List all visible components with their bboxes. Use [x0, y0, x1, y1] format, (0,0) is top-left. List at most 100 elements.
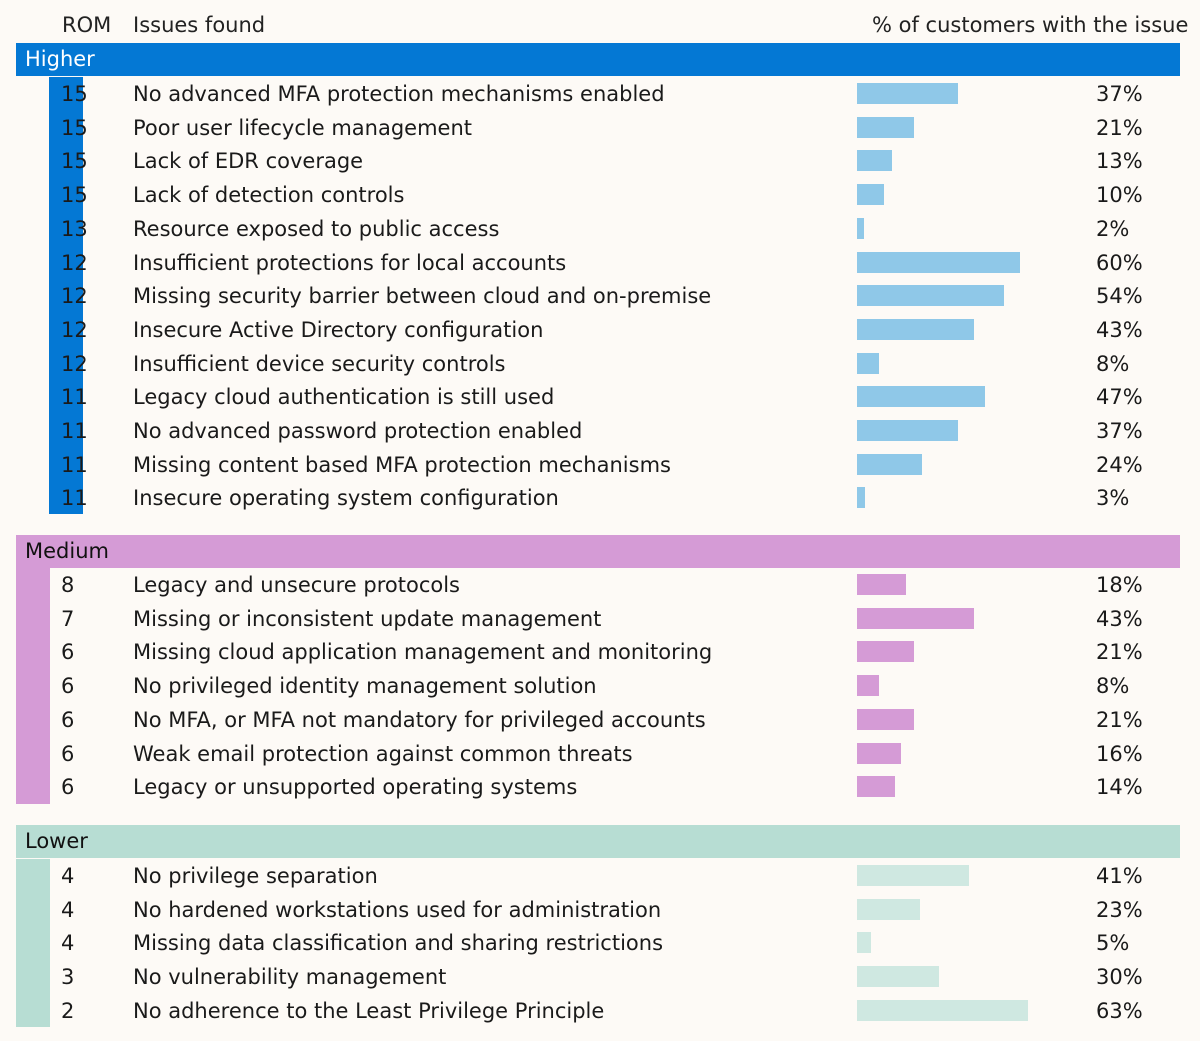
rom-value: 6: [61, 775, 75, 800]
percent-label: 43%: [1096, 317, 1143, 342]
issue-label: No advanced MFA protection mechanisms en…: [133, 82, 665, 106]
table-row: 15 Lack of EDR coverage 13%: [0, 144, 1200, 178]
lower-rail: [16, 859, 50, 1027]
percent-label: 60%: [1096, 250, 1143, 275]
percent-label: 14%: [1096, 775, 1143, 800]
table-row: 15 Poor user lifecycle management 21%: [0, 111, 1200, 145]
percent-bar: [857, 607, 974, 629]
table-row: 11 Insecure operating system configuratio…: [0, 481, 1200, 515]
issue-label: Insufficient protections for local accou…: [133, 250, 567, 275]
percent-label: 37%: [1096, 419, 1143, 443]
issue-label: Missing or inconsistent update managemen…: [133, 606, 602, 631]
percent-bar: [857, 217, 864, 239]
table-row: 12 Insufficient device security controls 8…: [0, 347, 1200, 381]
issue-label: Lack of detection controls: [133, 183, 405, 208]
percent-label: 41%: [1096, 864, 1143, 888]
rom-value: 8: [61, 573, 75, 597]
rom-value: 15: [61, 149, 88, 174]
table-row: 7 Missing or inconsistent update manageme…: [0, 602, 1200, 636]
percent-label: 21%: [1096, 115, 1143, 140]
issue-label: No vulnerability management: [133, 965, 447, 990]
rom-value: 12: [61, 351, 88, 376]
issue-label: Legacy and unsecure protocols: [133, 573, 460, 597]
issues-column-header: Issues found: [133, 13, 266, 37]
percent-bar: [857, 386, 985, 408]
percent-label: 3%: [1096, 486, 1130, 511]
rom-value: 12: [61, 250, 88, 275]
percent-bar: [857, 150, 893, 172]
rom-value: 11: [61, 419, 88, 443]
percent-bar: [857, 966, 939, 988]
table-row: 4 Missing data classification and sharing…: [0, 926, 1200, 960]
percent-label: 21%: [1096, 707, 1143, 732]
percent-bar: [857, 865, 969, 886]
percent-bar: [857, 318, 974, 340]
percent-bar: [857, 352, 879, 374]
percent-label: 63%: [1096, 998, 1143, 1023]
table-row: 6 Weak email protection against common th…: [0, 737, 1200, 771]
percent-label: 30%: [1096, 965, 1143, 990]
higher-band: [16, 43, 1180, 76]
issue-label: Weak email protection against common thr…: [133, 741, 633, 766]
percent-label: 8%: [1096, 351, 1130, 376]
lower-band-label: Lower: [25, 829, 88, 853]
rom-column-header: ROM: [62, 13, 112, 37]
table-row: 6 Missing cloud application management an…: [0, 635, 1200, 669]
rom-value: 11: [61, 486, 88, 511]
percent-bar: [857, 898, 920, 920]
table-row: 12 Missing security barrier between cloud…: [0, 279, 1200, 313]
issue-label: Legacy or unsupported operating systems: [133, 775, 578, 800]
percent-bar: [857, 574, 906, 595]
percent-label: 16%: [1096, 741, 1143, 766]
rom-value: 7: [61, 606, 75, 631]
rom-value: 11: [61, 385, 88, 410]
percent-label: 13%: [1096, 149, 1143, 174]
percent-bar: [857, 453, 923, 475]
percent-bar: [857, 116, 915, 138]
medium-band: [16, 535, 1180, 568]
percent-bar: [857, 999, 1029, 1021]
issue-label: No hardened workstations used for admini…: [133, 897, 662, 922]
rom-value: 15: [61, 183, 88, 208]
issue-label: Missing security barrier between cloud a…: [133, 284, 712, 309]
issue-label: No advanced password protection enabled: [133, 419, 583, 443]
medium-rail: [16, 568, 50, 804]
table-row: 11 Legacy cloud authentication is still u…: [0, 380, 1200, 414]
higher-band-label: Higher: [25, 47, 95, 71]
percent-label: 2%: [1096, 216, 1130, 241]
issue-label: Resource exposed to public access: [133, 216, 500, 241]
percent-label: 47%: [1096, 385, 1143, 410]
percent-label: 8%: [1096, 674, 1130, 699]
rom-value: 6: [61, 640, 75, 665]
issue-label: Poor user lifecycle management: [133, 115, 473, 140]
issue-label: No privileged identity management soluti…: [133, 674, 597, 699]
table-row: 15 Lack of detection controls 10%: [0, 178, 1200, 212]
rom-value: 3: [61, 965, 75, 990]
issue-label: No privilege separation: [133, 864, 378, 888]
rom-value: 6: [61, 741, 75, 766]
table-row: 11 No advanced password protection enable…: [0, 414, 1200, 448]
table-row: 2 No adherence to the Least Privilege Pri…: [0, 994, 1200, 1028]
lower-band: [16, 825, 1180, 858]
rom-value: 12: [61, 284, 88, 309]
table-row: 8 Legacy and unsecure protocols 18%: [0, 568, 1200, 602]
rom-value: 4: [61, 897, 75, 922]
percent-bar: [857, 675, 879, 697]
table-row: 6 No MFA, or MFA not mandatory for privil…: [0, 703, 1200, 737]
table-row: 13 Resource exposed to public access 2%: [0, 212, 1200, 246]
rom-value: 2: [61, 998, 75, 1023]
percent-bar: [857, 708, 915, 730]
percent-bar: [857, 932, 871, 954]
issue-label: Missing cloud application management and…: [133, 640, 713, 665]
higher-rail: [49, 77, 83, 514]
percent-bar: [857, 83, 958, 104]
table-row: 11 Missing content based MFA protection m…: [0, 448, 1200, 482]
issue-label: Insecure operating system configuration: [133, 486, 559, 511]
issue-label: Missing data classification and sharing …: [133, 931, 664, 956]
percent-column-header: % of customers with the issue: [872, 13, 1189, 37]
issue-label: No adherence to the Least Privilege Prin…: [133, 998, 605, 1023]
percent-bar: [857, 776, 896, 798]
rom-value: 13: [61, 216, 88, 241]
issue-label: No MFA, or MFA not mandatory for privile…: [133, 707, 706, 732]
